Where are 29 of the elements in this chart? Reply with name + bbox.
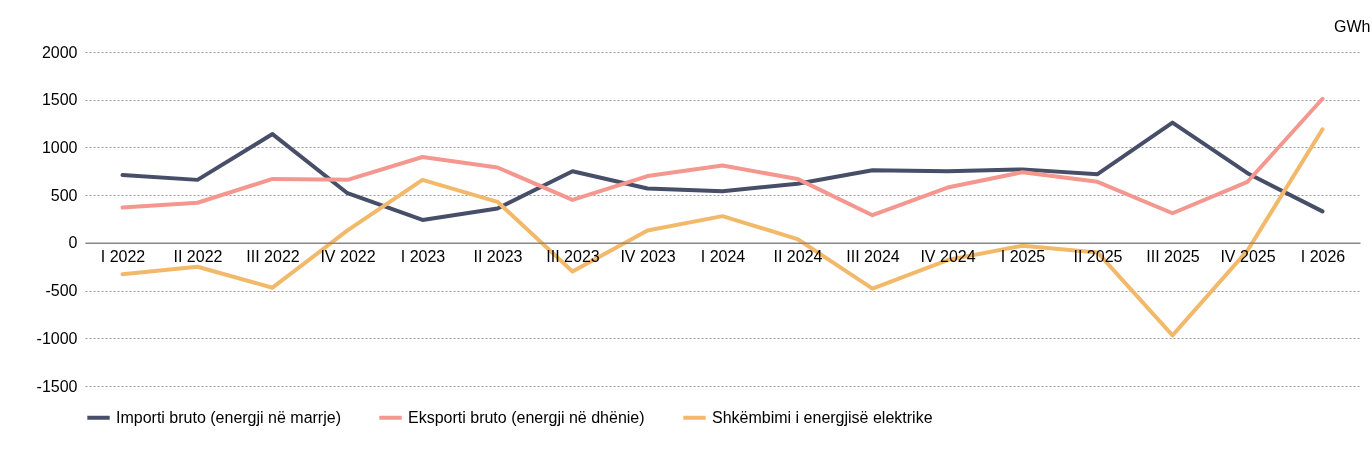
y-tick-label: 1500 bbox=[41, 91, 78, 109]
x-tick-label: IV 2022 bbox=[320, 248, 376, 266]
y-tick-label: -1500 bbox=[36, 377, 78, 395]
line-series bbox=[120, 96, 1325, 218]
x-tick-label: I 2025 bbox=[1000, 248, 1046, 266]
legend-label: Eksporti bruto (energji në dhënie) bbox=[408, 408, 645, 426]
x-tick-label: I 2022 bbox=[100, 248, 146, 266]
x-tick-label: II 2024 bbox=[773, 248, 823, 266]
x-tick-label: IV 2025 bbox=[1220, 248, 1276, 266]
y-tick-label: 1000 bbox=[41, 138, 78, 156]
y-tick-label: -500 bbox=[45, 282, 78, 300]
x-tick-label: I 2026 bbox=[1300, 248, 1346, 266]
x-tick-label: II 2022 bbox=[173, 248, 223, 266]
x-tick-label: I 2024 bbox=[700, 248, 746, 266]
legend-label: Shkëmbimi i energjisë elektrike bbox=[712, 408, 933, 426]
x-tick-label: IV 2024 bbox=[920, 248, 976, 266]
x-tick-label: II 2023 bbox=[473, 248, 523, 266]
y-tick-label: 0 bbox=[68, 234, 78, 252]
line-series bbox=[120, 120, 1325, 222]
x-tick-label: IV 2023 bbox=[620, 248, 676, 266]
x-tick-label: III 2025 bbox=[1146, 248, 1200, 266]
y-tick-label: 2000 bbox=[41, 43, 78, 61]
x-tick-label: I 2023 bbox=[400, 248, 446, 266]
y-tick-label: -1000 bbox=[36, 329, 78, 347]
y-axis-title: GWh bbox=[1334, 17, 1371, 35]
legend-label: Importi bruto (energji në marrje) bbox=[116, 408, 341, 426]
y-tick-label: 500 bbox=[50, 186, 78, 204]
x-tick-label: III 2022 bbox=[246, 248, 300, 266]
x-tick-label: III 2024 bbox=[846, 248, 900, 266]
